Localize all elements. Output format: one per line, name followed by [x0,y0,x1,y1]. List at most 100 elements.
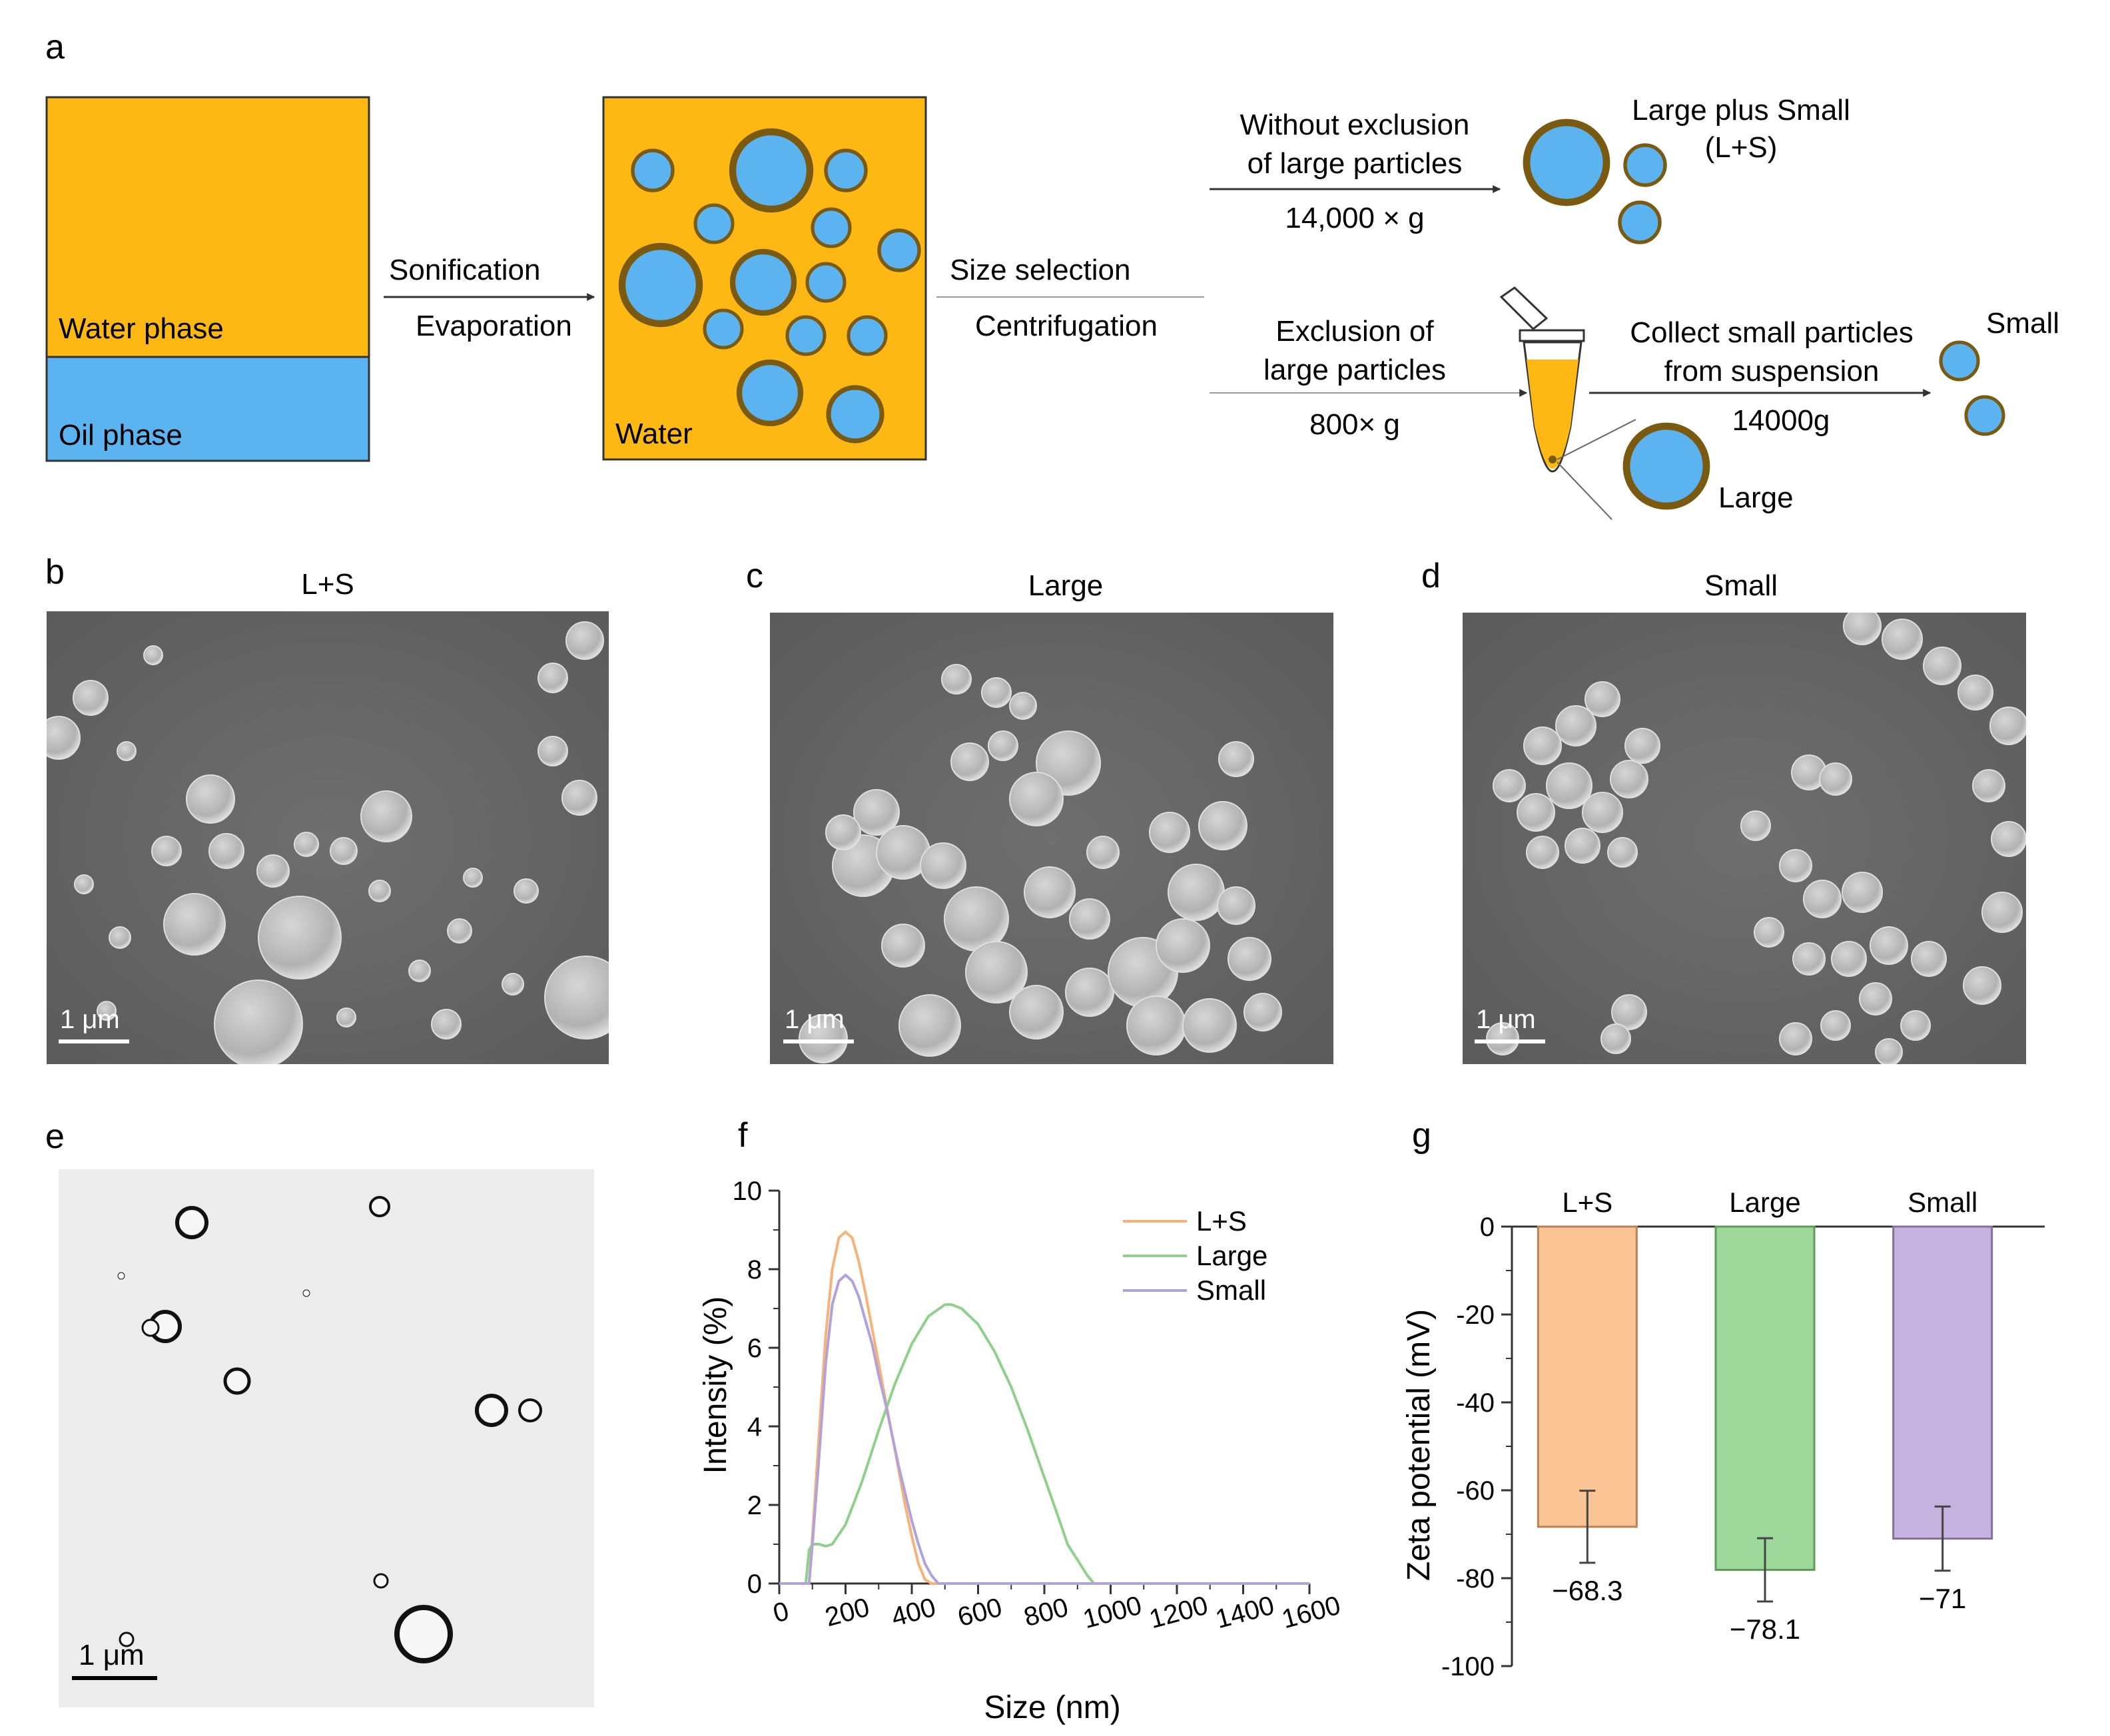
collect-line1: Collect small particles [1630,316,1913,349]
particle [1842,872,1883,913]
emulsion-particle [877,228,921,272]
bar-large [1714,1225,1816,1571]
oil-phase-label: Oil phase [59,419,182,451]
route1-speed: 14,000 × g [1285,202,1424,234]
particle [1900,1010,1931,1041]
route-with-exclusion: Exclusion of large particles 800× g Coll… [1210,286,2059,520]
particle [1779,1022,1812,1055]
scale-bar-label: 1 μm [785,1005,845,1034]
particle [208,833,244,869]
route2-line1: Exclusion of [1275,315,1434,348]
particle [1168,864,1225,921]
particle [1792,942,1826,976]
small-label: Small [1986,307,2059,340]
particle [1218,741,1254,777]
particle [117,741,137,761]
particle [502,973,524,996]
ls-particles [1523,119,1667,244]
x-tick-label: 1600 [1279,1591,1343,1635]
particle [294,832,319,857]
small-particle [1964,395,2005,436]
particle [463,868,483,888]
large-label: Large [1718,481,1794,514]
emulsion-diagram: Water phase Oil phase [45,96,370,462]
particle [1600,1023,1631,1054]
sonification-label: Sonification [389,254,540,286]
ls-particle [1623,143,1667,187]
particle [1486,1022,1519,1055]
particle [336,1008,356,1027]
particle [1024,866,1076,918]
evaporation-label: Evaporation [416,310,572,342]
route-without-exclusion: Without exclusion of large particles 14,… [1210,94,1850,244]
sem-image-small: 1 μm [1463,613,2026,1064]
micrograph-title-large: Large [1028,569,1104,602]
panel-letter-e: e [45,1117,65,1156]
particle [97,1001,117,1021]
particle [1875,1038,1903,1064]
particle [1555,705,1596,746]
particle [1546,762,1592,809]
particle [1009,772,1064,826]
particle [1009,692,1037,720]
particle [1523,726,1562,765]
y-axis-title: Zeta potential (mV) [1401,1309,1437,1581]
nanoparticle [373,1573,389,1589]
scale-bar-label: 1 μm [60,1005,120,1034]
bar-l-s [1537,1225,1638,1528]
particle [1923,647,1961,685]
y-tick-label: 6 [747,1334,762,1363]
x-tick-label: 1200 [1146,1591,1211,1635]
particle [1831,941,1867,977]
particle [47,716,81,760]
ls-label: (L+S) [1705,131,1778,164]
particle [1803,880,1842,918]
particle [1182,998,1237,1053]
x-tick-label: 600 [954,1593,1005,1633]
small-and-large-particles [1622,340,2005,510]
nanoparticle [223,1367,251,1395]
particle [74,874,94,894]
panel-letter-c: c [746,557,763,595]
particle [1981,892,2023,933]
particle [1963,966,2001,1005]
route1-line2: of large particles [1247,147,1463,180]
x-tick-label: 200 [822,1593,873,1633]
particle [256,854,290,888]
particle [853,789,900,836]
particle [1607,837,1638,868]
particle [368,880,391,902]
particle [544,956,609,1039]
particle [514,878,539,904]
particle [1991,821,2026,857]
particle [920,842,966,889]
emulsion-particle [811,207,852,248]
nanoparticle [475,1394,508,1427]
nanoparticle [518,1398,542,1422]
particle [1009,985,1064,1039]
particle [950,742,989,781]
y-tick-label: -40 [1456,1388,1495,1418]
particle [1819,762,1852,796]
water-phase-region [45,96,370,358]
oil-phase-region [45,356,370,462]
emulsion-particle [703,308,744,350]
micrograph-title-ls: L+S [301,568,354,601]
panel-letter-a: a [45,28,65,67]
collect-line2: from suspension [1664,355,1880,388]
particle [1198,801,1247,850]
particle [360,790,412,842]
nanoparticle [141,1318,160,1337]
particle [258,896,342,980]
step1-arrow: Sonification Evaporation [384,254,595,342]
particle [1820,1010,1851,1041]
centrifugation-label: Centrifugation [975,310,1158,342]
particle [1972,769,2005,802]
scale-bar-label: 1 μm [79,1639,145,1671]
category-label: Large [1729,1187,1800,1218]
emulsion-particle [824,148,868,192]
y-tick-label: 4 [747,1412,762,1442]
particle [1149,812,1190,853]
size-selection-label: Size selection [950,254,1130,286]
nanoparticle [302,1289,310,1297]
